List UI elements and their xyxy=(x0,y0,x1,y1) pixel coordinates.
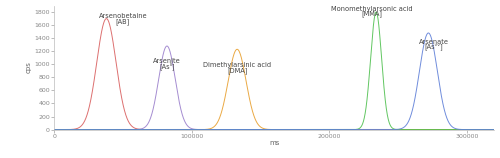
Text: Arsenite: Arsenite xyxy=(153,58,181,64)
Text: [Asᴵᴵ]: [Asᴵᴵ] xyxy=(159,62,174,70)
X-axis label: ms: ms xyxy=(269,140,280,146)
Text: [Asᵛᵛ]: [Asᵛᵛ] xyxy=(424,43,444,50)
Y-axis label: cps: cps xyxy=(26,62,32,73)
Text: Arsenobetaine: Arsenobetaine xyxy=(98,13,147,19)
Text: [MMA]: [MMA] xyxy=(362,10,382,17)
Text: Arsenate: Arsenate xyxy=(419,39,449,45)
Text: [DMA]: [DMA] xyxy=(227,67,248,74)
Text: Dimethylarsinic acid: Dimethylarsinic acid xyxy=(203,62,271,68)
Text: Monomethylarsonic acid: Monomethylarsonic acid xyxy=(331,6,413,12)
Text: [AB]: [AB] xyxy=(116,18,130,24)
